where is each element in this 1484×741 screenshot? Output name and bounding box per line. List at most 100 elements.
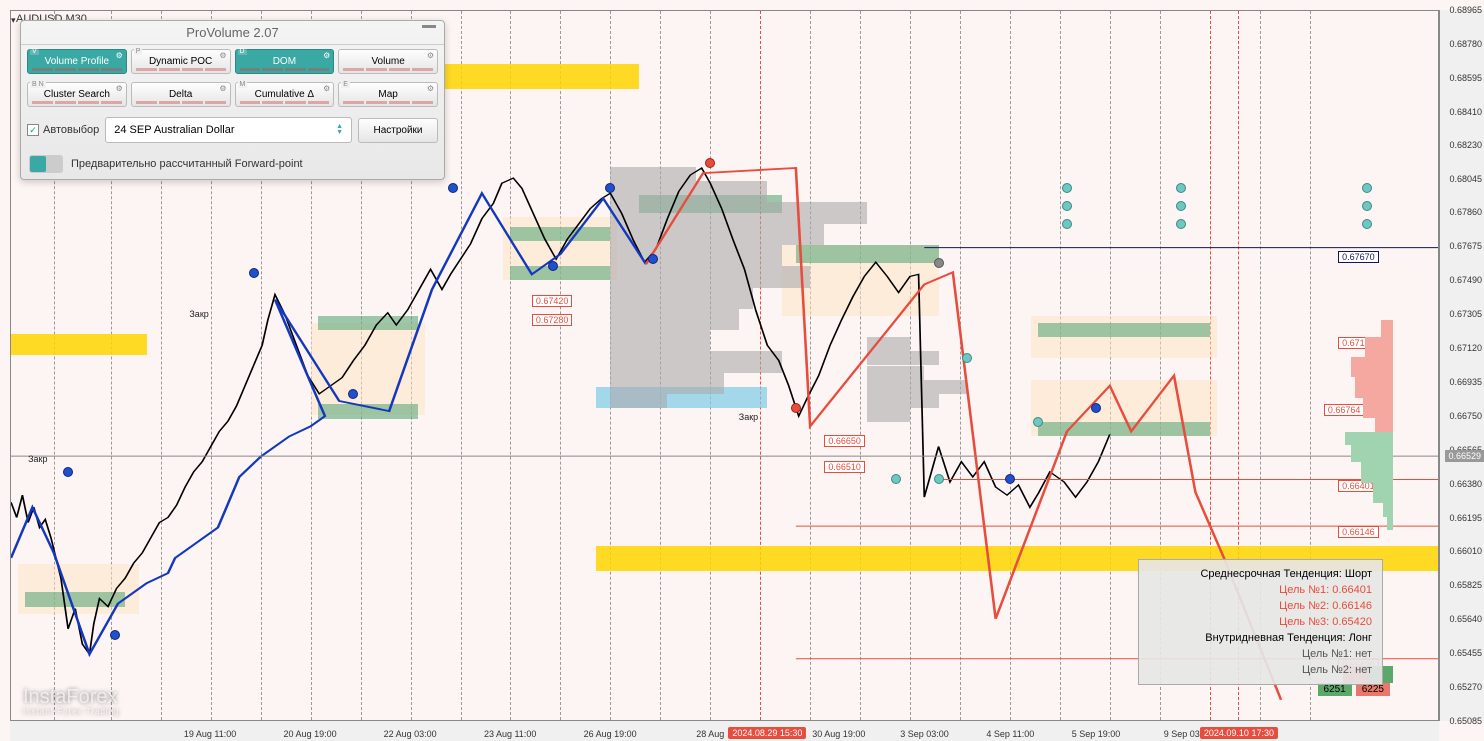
- zigzag-dot: [934, 474, 944, 484]
- side-profile-bar: [1365, 337, 1393, 357]
- volume-profile-bar: [867, 394, 938, 408]
- zigzag-dot: [249, 268, 259, 278]
- x-tick: 20 Aug 19:00: [284, 729, 337, 739]
- x-tick-highlighted: 2024.09.10 17:30: [1200, 727, 1278, 739]
- gear-icon[interactable]: ⚙: [323, 51, 330, 60]
- panel-btn-dom[interactable]: D⚙DOM: [235, 49, 335, 74]
- intraday-trend-title: Внутридневная Тенденция: Лонг: [1149, 630, 1372, 646]
- side-profile-bar: [1381, 320, 1393, 337]
- instrument-select[interactable]: 24 SEP Australian Dollar ▲▼: [105, 117, 352, 143]
- zigzag-dot: [1176, 219, 1186, 229]
- gear-icon[interactable]: ⚙: [116, 51, 123, 60]
- x-tick: 9 Sep 03: [1164, 729, 1200, 739]
- y-tick: 0.67305: [1449, 309, 1482, 319]
- side-profile-bar: [1375, 418, 1393, 432]
- midterm-trend-title: Среднесрочная Тенденция: Шорт: [1149, 566, 1372, 582]
- green-zone: [1038, 323, 1209, 337]
- grid-line: [1010, 11, 1011, 720]
- x-tick: 22 Aug 03:00: [384, 729, 437, 739]
- gear-icon[interactable]: ⚙: [427, 51, 434, 60]
- zigzag-dot: [448, 183, 458, 193]
- x-tick: 30 Aug 19:00: [812, 729, 865, 739]
- price-level-label: 0.66510: [824, 461, 865, 473]
- btn-tag: M: [238, 81, 248, 88]
- btn-indicator: [136, 101, 226, 104]
- gear-icon[interactable]: ⚙: [116, 84, 123, 93]
- peach-zone: [311, 323, 425, 415]
- logo-sub: Instant Forex Trading: [23, 707, 120, 716]
- volume-profile-bar: [610, 394, 667, 408]
- x-tick: 3 Sep 03:00: [900, 729, 949, 739]
- grid-line: [510, 11, 511, 720]
- side-profile-bar: [1387, 517, 1393, 531]
- volume-profile-bar: [610, 330, 710, 351]
- volume-profile-bar: [610, 373, 724, 394]
- zigzag-dot: [1062, 183, 1072, 193]
- y-tick: 0.65455: [1449, 648, 1482, 658]
- panel-btn-cluster-search[interactable]: B N⚙Cluster Search: [27, 82, 127, 107]
- btn-tag: D: [238, 48, 247, 55]
- green-zone: [25, 592, 125, 606]
- panel-btn-delta[interactable]: ⚙Delta: [131, 82, 231, 107]
- symbol-dropdown-arrow[interactable]: ▾: [11, 15, 16, 26]
- side-profile-bar: [1351, 357, 1393, 377]
- btn-indicator: [343, 101, 433, 104]
- zigzag-dot: [934, 258, 944, 268]
- forward-point-label: Предварительно рассчитанный Forward-poin…: [71, 158, 303, 170]
- forward-point-toggle[interactable]: [29, 155, 63, 173]
- settings-button[interactable]: Настройки: [358, 118, 438, 143]
- y-current-price: 0.66529: [1445, 450, 1484, 462]
- side-profile-bar: [1373, 483, 1393, 503]
- zigzag-dot: [63, 467, 73, 477]
- y-tick: 0.65825: [1449, 580, 1482, 590]
- zigzag-dot: [648, 254, 658, 264]
- y-tick: 0.66010: [1449, 546, 1482, 556]
- green-zone: [1038, 422, 1209, 436]
- grid-line: [461, 11, 462, 720]
- zigzag-dot: [962, 353, 972, 363]
- y-tick: 0.67120: [1449, 343, 1482, 353]
- target-3: Цель №3: 0.65420: [1149, 614, 1372, 630]
- y-tick: 0.66195: [1449, 513, 1482, 523]
- y-tick: 0.65085: [1449, 716, 1482, 726]
- grid-line: [1060, 11, 1061, 720]
- gear-icon[interactable]: ⚙: [323, 84, 330, 93]
- y-tick: 0.68595: [1449, 73, 1482, 83]
- x-axis: 19 Aug 11:0020 Aug 19:0022 Aug 03:0023 A…: [10, 721, 1439, 741]
- panel-btn-volume[interactable]: ⚙Volume: [338, 49, 438, 74]
- zigzag-dot: [548, 261, 558, 271]
- btn-indicator: [240, 68, 330, 71]
- y-tick: 0.68045: [1449, 174, 1482, 184]
- grid-line: [810, 11, 811, 720]
- provolume-panel[interactable]: ProVolume 2.07 V⚙Volume ProfileP⚙Dynamic…: [20, 20, 445, 180]
- volume-profile-bar: [610, 202, 867, 223]
- panel-btn-cumulative-[interactable]: M⚙Cumulative Δ: [235, 82, 335, 107]
- x-tick: 4 Sep 11:00: [986, 729, 1034, 739]
- y-tick: 0.68410: [1449, 107, 1482, 117]
- side-profile-bar: [1383, 503, 1393, 517]
- volume-profile-bar: [610, 266, 810, 287]
- x-tick: 28 Aug: [696, 729, 724, 739]
- y-tick: 0.66380: [1449, 479, 1482, 489]
- zigzag-dot: [1176, 201, 1186, 211]
- close-label: Закр: [739, 412, 758, 422]
- panel-btn-map[interactable]: E⚙Map: [338, 82, 438, 107]
- volume-profile-bar: [867, 366, 924, 380]
- volume-profile-bar: [867, 337, 910, 351]
- panel-btn-dynamic-poc[interactable]: P⚙Dynamic POC: [131, 49, 231, 74]
- instrument-value: 24 SEP Australian Dollar: [114, 124, 234, 136]
- zigzag-dot: [605, 183, 615, 193]
- grid-line: [960, 11, 961, 720]
- zigzag-dot: [1091, 403, 1101, 413]
- volume-profile-bar: [610, 167, 696, 181]
- trend-info-box: Среднесрочная Тенденция: Шорт Цель №1: 0…: [1138, 559, 1383, 685]
- volume-profile-bar: [610, 351, 781, 372]
- minimize-icon[interactable]: [422, 25, 436, 28]
- panel-btn-volume-profile[interactable]: V⚙Volume Profile: [27, 49, 127, 74]
- autoselect-checkbox[interactable]: ✓ Автовыбор: [27, 124, 99, 136]
- gear-icon[interactable]: ⚙: [219, 51, 226, 60]
- gear-icon[interactable]: ⚙: [219, 84, 226, 93]
- gear-icon[interactable]: ⚙: [427, 84, 434, 93]
- x-tick: 19 Aug 11:00: [184, 729, 236, 739]
- panel-title: ProVolume 2.07: [21, 21, 444, 45]
